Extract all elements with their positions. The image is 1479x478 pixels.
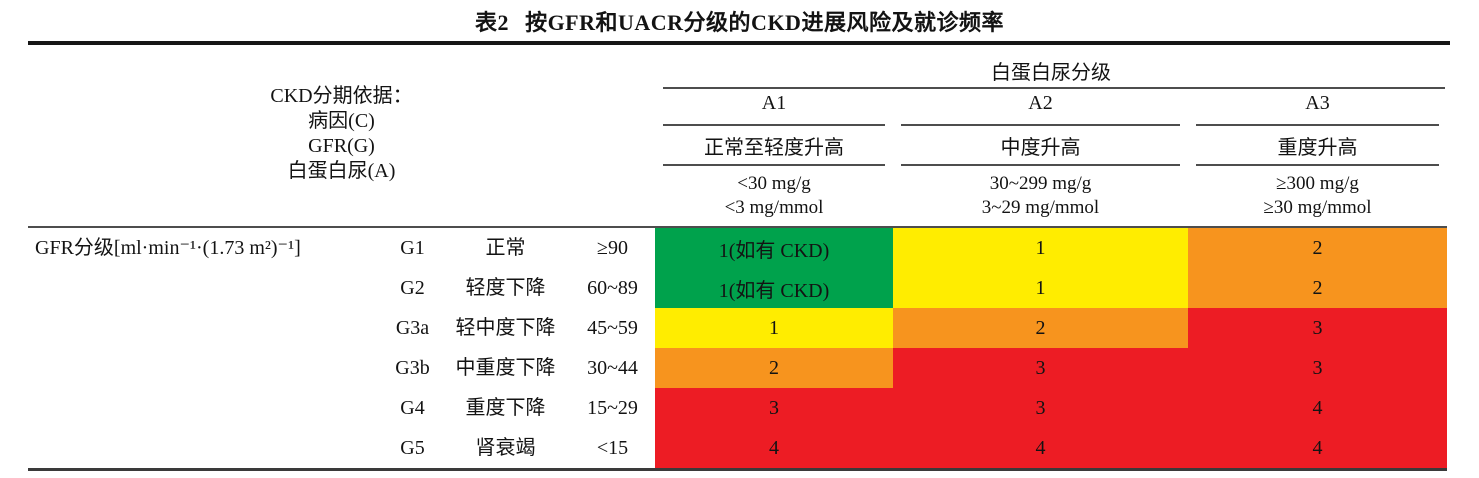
gfr-desc: 中重度下降 xyxy=(455,357,556,379)
table-title: 表2 按GFR和UACR分级的CKD进展风险及就诊频率 xyxy=(0,5,1479,37)
gfr-range: 60~89 xyxy=(587,277,638,299)
risk-cell: 3 xyxy=(893,388,1188,428)
col-rule2-a2 xyxy=(901,164,1180,166)
stage-basis-header: CKD分期依据： 病因(C) GFR(G) 白蛋白尿(A) xyxy=(28,84,655,184)
table-caption: 按GFR和UACR分级的CKD进展风险及就诊频率 xyxy=(525,10,1004,35)
table-row-g4: G4 重度下降 15~29 3 3 4 xyxy=(0,388,1479,428)
col-rule-a2 xyxy=(901,124,1180,126)
risk-cell: 2 xyxy=(893,308,1188,348)
stage-basis-line: 病因(C) xyxy=(308,110,375,132)
risk-cell: 2 xyxy=(1188,228,1447,268)
albuminuria-underline xyxy=(663,87,1445,89)
table-row-g2: G2 轻度下降 60~89 1(如有 CKD) 1 2 xyxy=(0,268,1479,308)
gfr-desc: 重度下降 xyxy=(465,397,546,419)
gfr-range: <15 xyxy=(596,437,629,459)
albuminuria-severity-a2: 中度升高 xyxy=(1000,137,1081,159)
stage-basis-line: GFR(G) xyxy=(308,135,375,157)
albuminuria-range-a3: ≥300 mg/g ≥30 mg/mmol xyxy=(1188,172,1447,220)
risk-cell: 3 xyxy=(893,348,1188,388)
gfr-code: G1 xyxy=(400,237,425,259)
table-row-g3b: G3b 中重度下降 30~44 2 3 3 xyxy=(0,348,1479,388)
gfr-desc: 肾衰竭 xyxy=(475,437,536,459)
gfr-range: 30~44 xyxy=(587,357,638,379)
albuminuria-col-code-a2: A2 xyxy=(1028,92,1053,114)
risk-cell: 4 xyxy=(893,428,1188,468)
gfr-range: 45~59 xyxy=(587,317,638,339)
risk-cell: 3 xyxy=(1188,348,1447,388)
range-mg-g: 30~299 mg/g xyxy=(989,173,1092,194)
risk-cell: 1 xyxy=(655,308,893,348)
risk-cell: 3 xyxy=(1188,308,1447,348)
albuminuria-range-a1: <30 mg/g <3 mg/mmol xyxy=(655,172,893,220)
gfr-axis-label: GFR分级[ml·min⁻¹·(1.73 m²)⁻¹] xyxy=(35,237,301,259)
col-rule2-a1 xyxy=(663,164,885,166)
header-body-divider xyxy=(28,226,1447,228)
risk-cell: 4 xyxy=(655,428,893,468)
risk-cell: 2 xyxy=(655,348,893,388)
albuminuria-range-a2: 30~299 mg/g 3~29 mg/mmol xyxy=(893,172,1188,220)
range-mg-mmol: 3~29 mg/mmol xyxy=(981,197,1100,218)
gfr-code: G2 xyxy=(400,277,425,299)
gfr-range: ≥90 xyxy=(597,237,628,259)
risk-cell: 1 xyxy=(893,228,1188,268)
range-mg-g: <30 mg/g xyxy=(737,173,811,194)
range-mg-mmol: <3 mg/mmol xyxy=(724,197,824,218)
albuminuria-severity-a1: 正常至轻度升高 xyxy=(704,137,844,159)
risk-cell: 1 xyxy=(893,268,1188,308)
table-row-g3a: G3a 轻中度下降 45~59 1 2 3 xyxy=(0,308,1479,348)
gfr-code: G5 xyxy=(400,437,425,459)
risk-cell: 1(如有 CKD) xyxy=(655,268,893,308)
range-mg-mmol: ≥30 mg/mmol xyxy=(1263,197,1372,218)
col-rule-a3 xyxy=(1196,124,1439,126)
table-number: 表2 xyxy=(475,10,510,35)
gfr-desc: 轻中度下降 xyxy=(455,317,556,339)
table-row-g1: G1 正常 ≥90 1(如有 CKD) 1 2 xyxy=(0,228,1479,268)
albuminuria-col-code-a1: A1 xyxy=(761,92,787,114)
risk-cell: 2 xyxy=(1188,268,1447,308)
risk-cell: 3 xyxy=(655,388,893,428)
risk-cell: 1(如有 CKD) xyxy=(655,228,893,268)
gfr-desc: 正常 xyxy=(485,237,526,259)
albuminuria-severity-a3: 重度升高 xyxy=(1277,137,1358,159)
gfr-desc: 轻度下降 xyxy=(465,277,546,299)
gfr-code: G3a xyxy=(395,317,430,339)
albuminuria-group-title: 白蛋白尿分级 xyxy=(991,62,1111,84)
risk-cell: 4 xyxy=(1188,428,1447,468)
albuminuria-col-code-a3: A3 xyxy=(1305,92,1330,114)
gfr-range: 15~29 xyxy=(587,397,638,419)
range-mg-g: ≥300 mg/g xyxy=(1276,173,1359,194)
gfr-code: G3b xyxy=(395,357,430,379)
bottom-rule xyxy=(28,468,1447,471)
gfr-code: G4 xyxy=(400,397,425,419)
risk-cell: 4 xyxy=(1188,388,1447,428)
stage-basis-line: CKD分期依据： xyxy=(270,85,413,107)
col-rule2-a3 xyxy=(1196,164,1439,166)
table-row-g5: G5 肾衰竭 <15 4 4 4 xyxy=(0,428,1479,468)
stage-basis-line: 白蛋白尿(A) xyxy=(287,160,396,182)
col-rule-a1 xyxy=(663,124,885,126)
top-rule xyxy=(28,41,1450,45)
